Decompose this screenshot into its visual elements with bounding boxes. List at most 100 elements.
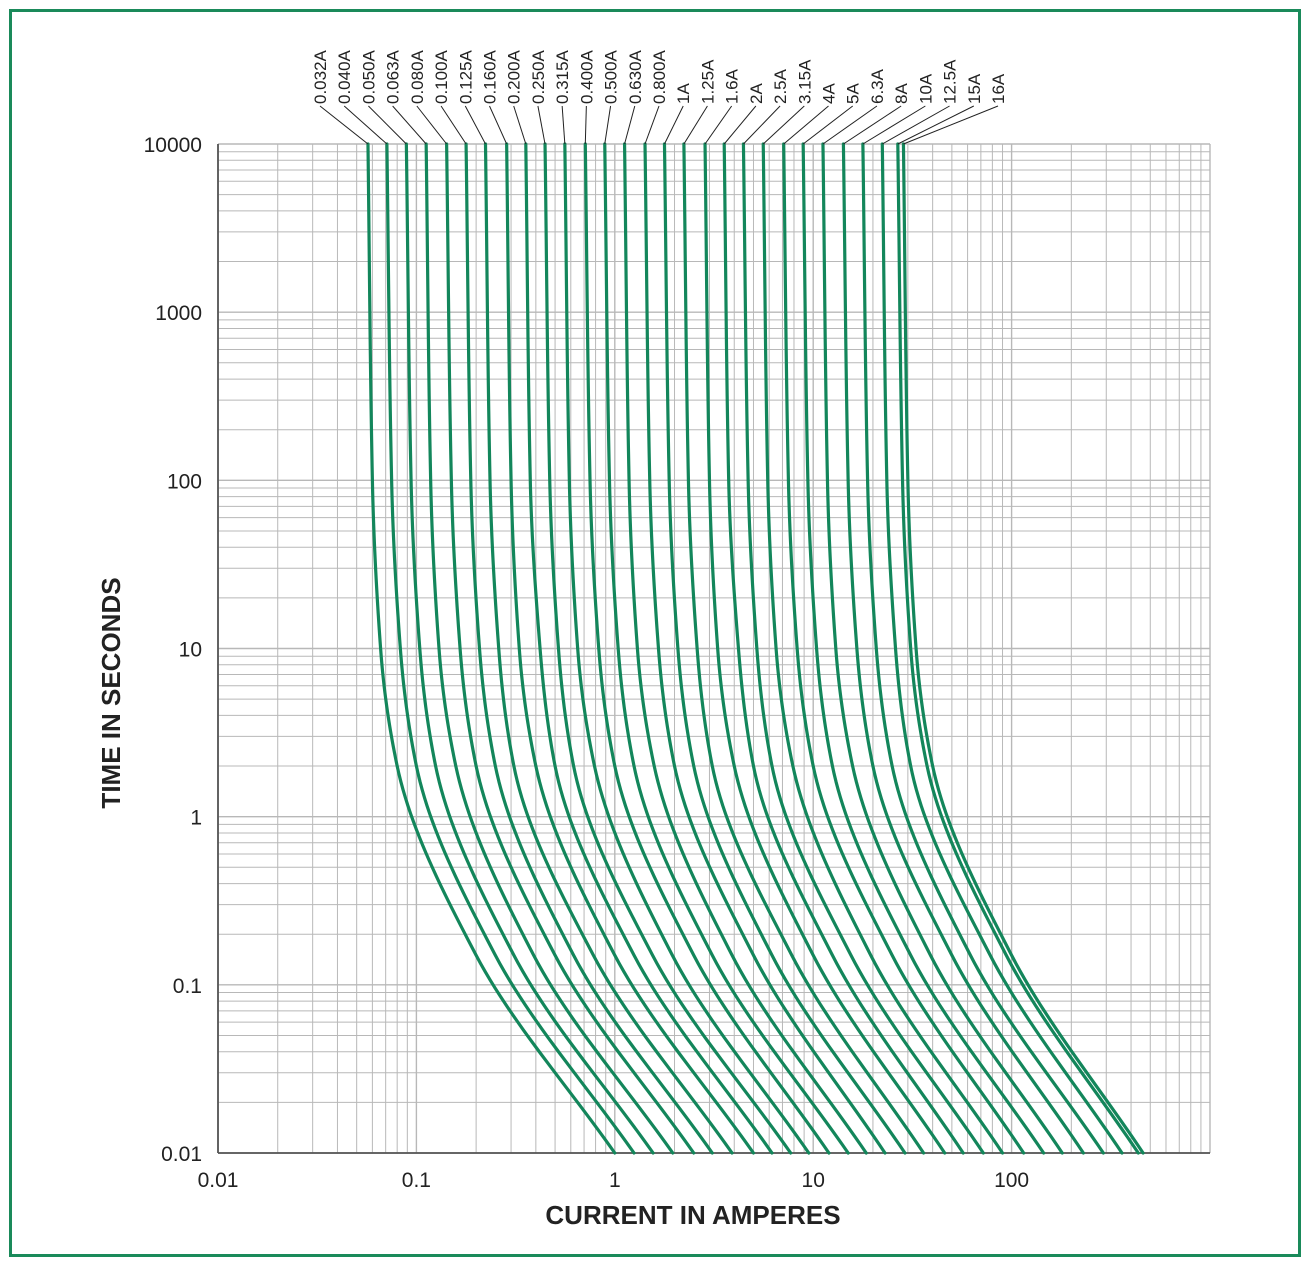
series-label: 15A <box>965 73 984 104</box>
curve-2.5A <box>741 142 985 1155</box>
curve-0.063A <box>424 142 675 1155</box>
curve-0.315A <box>563 142 811 1155</box>
curve-10A <box>861 142 1105 1155</box>
curves <box>366 142 1145 1155</box>
curve-1.6A <box>703 142 947 1155</box>
label-leader-line <box>664 105 684 145</box>
x-tick-label: 0.01 <box>198 1169 239 1192</box>
x-tick-label: 100 <box>994 1169 1029 1192</box>
series-label: 1.25A <box>698 59 717 104</box>
curve-0.125A <box>483 142 734 1155</box>
series-labels: 0.032A 0.040A 0.050A 0.063A 0.080A 0.100A 0.12… <box>311 49 1008 104</box>
y-tick-label: 10000 <box>144 134 202 157</box>
label-leader-line <box>464 105 486 145</box>
label-leader-line <box>683 105 708 145</box>
y-tick-labels: 10000 1000 100 10 1 0.1 0.01 <box>144 134 202 1166</box>
series-label: 0.080A <box>408 49 427 104</box>
y-tick-label: 1 <box>190 807 202 830</box>
label-leader-line <box>392 105 427 145</box>
series-label: 10A <box>916 73 935 104</box>
label-leader-line <box>644 105 660 145</box>
y-tick-label: 10 <box>179 639 202 662</box>
series-label: 0.200A <box>505 49 524 104</box>
label-leader-line <box>882 105 950 145</box>
label-leader-line <box>561 105 566 145</box>
series-label: 0.400A <box>577 49 596 104</box>
label-leader-line <box>440 105 467 145</box>
label-leader-line <box>903 105 999 145</box>
series-label: 0.630A <box>626 49 645 104</box>
curve-1A <box>662 142 907 1155</box>
label-leader-line <box>704 105 733 145</box>
curve-0.800A <box>643 142 887 1155</box>
label-leader-line <box>897 105 975 145</box>
label-leader-line <box>862 105 926 145</box>
curve-0.500A <box>603 142 850 1155</box>
label-leader-line <box>489 105 508 145</box>
x-tick-label: 0.1 <box>402 1169 431 1192</box>
curve-4A <box>782 142 1026 1155</box>
series-label: 0.160A <box>481 49 500 104</box>
y-tick-label: 0.1 <box>173 975 202 998</box>
curve-6.3A <box>821 142 1064 1155</box>
series-label: 6.3A <box>868 68 887 104</box>
label-leader-line <box>822 105 878 145</box>
series-label: 0.100A <box>432 49 451 104</box>
series-label: 0.800A <box>650 49 669 104</box>
label-leader-line <box>802 105 854 145</box>
series-label: 5A <box>844 83 863 104</box>
series-label: 0.063A <box>384 49 403 104</box>
series-label: 1A <box>674 83 693 104</box>
label-leader-line <box>584 105 587 145</box>
series-label: 3.15A <box>795 59 814 104</box>
label-leader-line <box>604 105 612 145</box>
series-label: 4A <box>820 83 839 104</box>
curve-0.080A <box>445 142 696 1155</box>
curve-0.400A <box>583 142 831 1155</box>
series-label: 8A <box>892 83 911 104</box>
x-tick-label: 10 <box>802 1169 825 1192</box>
y-tick-label: 100 <box>167 470 202 493</box>
label-leader-line <box>319 105 369 145</box>
curve-1.25A <box>682 142 926 1155</box>
series-label: 0.500A <box>602 49 621 104</box>
curve-0.050A <box>404 142 655 1155</box>
y-tick-label: 1000 <box>155 302 202 325</box>
label-leader-line <box>783 105 829 145</box>
curve-3.15A <box>761 142 1005 1155</box>
label-leader-line <box>743 105 781 145</box>
label-leader-line <box>416 105 448 145</box>
curve-0.250A <box>543 142 793 1155</box>
series-label: 12.5A <box>941 59 960 104</box>
x-tick-labels: 0.01 0.1 1 10 100 <box>198 1169 1030 1192</box>
label-leader-line <box>513 105 527 145</box>
label-leader-line <box>537 105 546 145</box>
x-tick-label: 1 <box>609 1169 621 1192</box>
series-label: 0.315A <box>553 49 572 104</box>
label-leaders <box>319 105 999 145</box>
y-tick-label: 0.01 <box>161 1143 202 1166</box>
series-label: 16A <box>989 73 1008 104</box>
series-label: 0.032A <box>311 49 330 104</box>
curve-2A <box>722 142 965 1155</box>
series-label: 0.125A <box>456 49 475 104</box>
curve-0.630A <box>622 142 868 1155</box>
curve-0.160A <box>505 142 756 1155</box>
curve-0.032A <box>366 142 617 1155</box>
x-axis-title: CURRENT IN AMPERES <box>545 1200 840 1230</box>
series-label: 1.6A <box>723 68 742 104</box>
grid <box>217 143 1211 1154</box>
label-leader-line <box>762 105 805 145</box>
curve-0.200A <box>524 142 774 1155</box>
series-label: 2A <box>747 83 766 104</box>
curve-15A <box>896 142 1140 1155</box>
label-leader-line <box>368 105 407 145</box>
label-leader-line <box>723 105 757 145</box>
curve-16A <box>901 142 1145 1155</box>
curve-8A <box>841 142 1085 1155</box>
chart-frame <box>9 9 1301 1257</box>
curve-12.5A <box>880 142 1124 1155</box>
label-leader-line <box>624 105 636 145</box>
curve-5A <box>801 142 1046 1155</box>
